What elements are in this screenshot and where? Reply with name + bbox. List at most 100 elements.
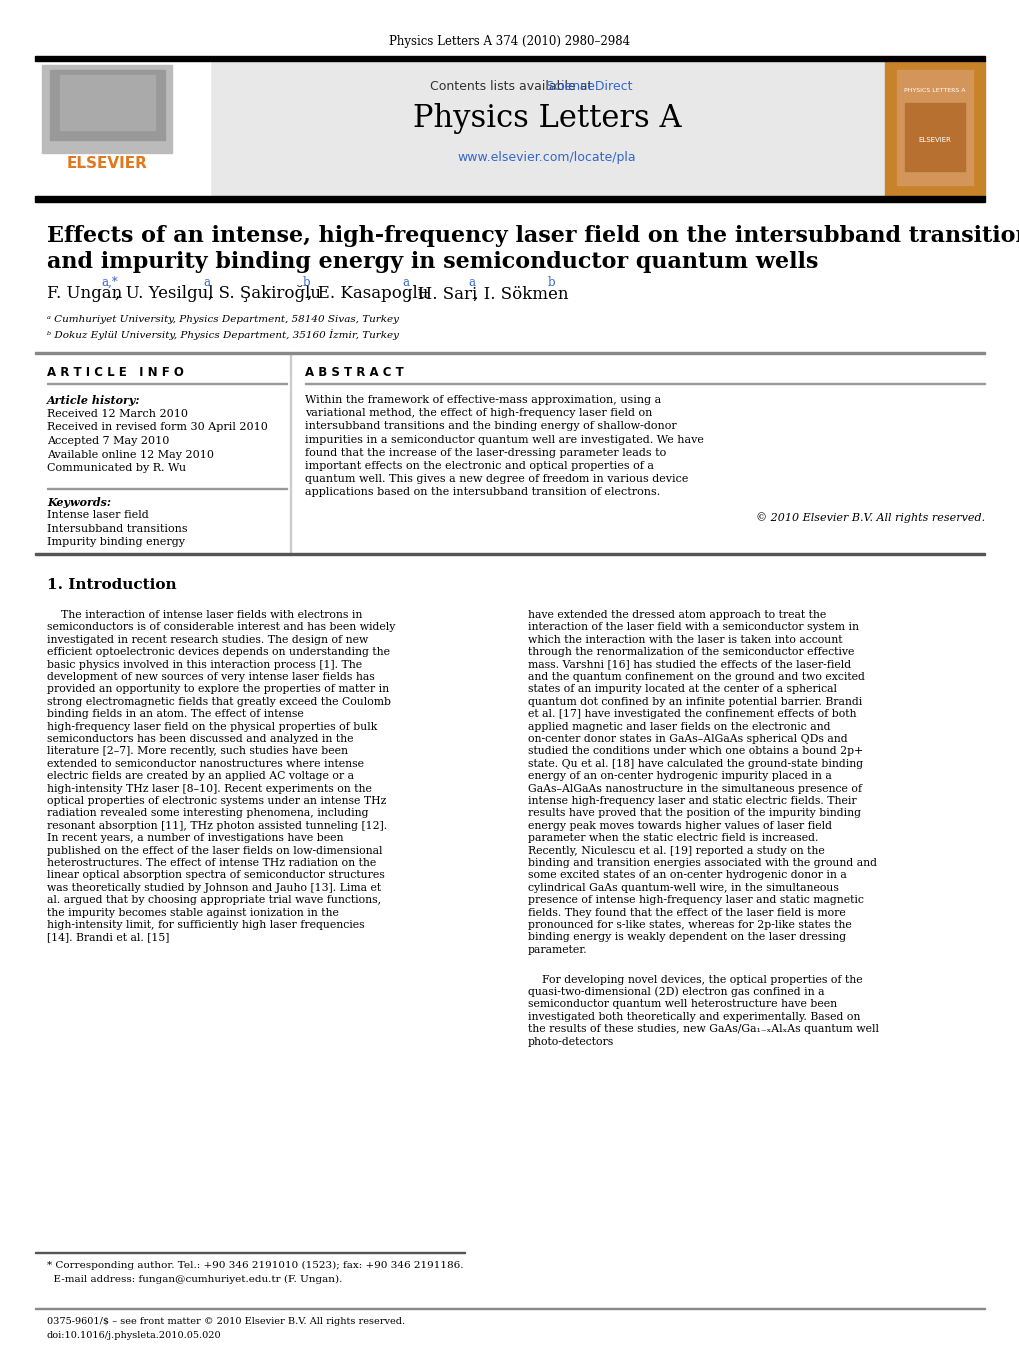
- Text: , S. Şakiroğlu: , S. Şakiroğlu: [208, 285, 321, 303]
- Text: Accepted 7 May 2010: Accepted 7 May 2010: [47, 436, 169, 446]
- Text: high-intensity limit, for sufficiently high laser frequencies: high-intensity limit, for sufficiently h…: [47, 920, 364, 929]
- Text: important effects on the electronic and optical properties of a: important effects on the electronic and …: [305, 461, 653, 471]
- Text: state. Qu et al. [18] have calculated the ground-state binding: state. Qu et al. [18] have calculated th…: [528, 759, 862, 769]
- Bar: [35, 553, 291, 555]
- Text: semiconductor quantum well heterostructure have been: semiconductor quantum well heterostructu…: [528, 1000, 837, 1009]
- Text: optical properties of electronic systems under an intense THz: optical properties of electronic systems…: [47, 796, 386, 807]
- Text: variational method, the effect of high-frequency laser field on: variational method, the effect of high-f…: [305, 408, 652, 419]
- Text: basic physics involved in this interaction process [1]. The: basic physics involved in this interacti…: [47, 659, 362, 670]
- Text: linear optical absorption spectra of semiconductor structures: linear optical absorption spectra of sem…: [47, 870, 384, 881]
- Text: , I. Sökmen: , I. Sökmen: [473, 285, 568, 303]
- Text: studied the conditions under which one obtains a bound 2p+: studied the conditions under which one o…: [528, 746, 862, 757]
- Text: A B S T R A C T: A B S T R A C T: [305, 366, 404, 380]
- Text: www.elsevier.com/locate/pla: www.elsevier.com/locate/pla: [458, 151, 636, 165]
- Text: al. argued that by choosing appropriate trial wave functions,: al. argued that by choosing appropriate …: [47, 896, 381, 905]
- Text: on-center donor states in GaAs–AlGaAs spherical QDs and: on-center donor states in GaAs–AlGaAs sp…: [528, 734, 847, 744]
- Text: Recently, Niculescu et al. [19] reported a study on the: Recently, Niculescu et al. [19] reported…: [528, 846, 824, 855]
- Text: Physics Letters A: Physics Letters A: [413, 103, 681, 134]
- Text: a,*: a,*: [101, 276, 118, 289]
- Text: investigated in recent research studies. The design of new: investigated in recent research studies.…: [47, 635, 368, 644]
- Text: ScienceDirect: ScienceDirect: [430, 80, 632, 92]
- Text: interaction of the laser field with a semiconductor system in: interaction of the laser field with a se…: [528, 623, 858, 632]
- Text: fields. They found that the effect of the laser field is more: fields. They found that the effect of th…: [528, 908, 845, 917]
- Bar: [291, 553, 984, 555]
- Text: Received in revised form 30 April 2010: Received in revised form 30 April 2010: [47, 423, 268, 432]
- Text: intense high-frequency laser and static electric fields. Their: intense high-frequency laser and static …: [528, 796, 856, 807]
- Text: which the interaction with the laser is taken into account: which the interaction with the laser is …: [528, 635, 842, 644]
- Text: binding fields in an atom. The effect of intense: binding fields in an atom. The effect of…: [47, 709, 304, 719]
- Text: Intersubband transitions: Intersubband transitions: [47, 523, 187, 534]
- Text: pronounced for s-like states, whereas for 2p-like states the: pronounced for s-like states, whereas fo…: [528, 920, 851, 929]
- Bar: [60, 76, 155, 130]
- Text: strong electromagnetic fields that greatly exceed the Coulomb: strong electromagnetic fields that great…: [47, 697, 390, 707]
- Text: binding and transition energies associated with the ground and: binding and transition energies associat…: [528, 858, 876, 867]
- Text: , U. Yesilgul: , U. Yesilgul: [115, 285, 213, 303]
- Text: resonant absorption [11], THz photon assisted tunneling [12].: resonant absorption [11], THz photon ass…: [47, 821, 387, 831]
- Text: Keywords:: Keywords:: [47, 497, 111, 508]
- Text: the results of these studies, new GaAs/Ga₁₋ₓAlₓAs quantum well: the results of these studies, new GaAs/G…: [528, 1024, 878, 1035]
- Bar: [904, 103, 964, 172]
- Text: PHYSICS LETTERS A: PHYSICS LETTERS A: [904, 88, 965, 92]
- Text: 0375-9601/$ – see front matter © 2010 Elsevier B.V. All rights reserved.: 0375-9601/$ – see front matter © 2010 El…: [47, 1317, 405, 1327]
- Text: investigated both theoretically and experimentally. Based on: investigated both theoretically and expe…: [528, 1012, 860, 1021]
- Bar: [35, 55, 984, 61]
- Text: parameter when the static electric field is increased.: parameter when the static electric field…: [528, 834, 817, 843]
- Text: doi:10.1016/j.physleta.2010.05.020: doi:10.1016/j.physleta.2010.05.020: [47, 1332, 221, 1340]
- Text: heterostructures. The effect of intense THz radiation on the: heterostructures. The effect of intense …: [47, 858, 376, 867]
- Text: ELSEVIER: ELSEVIER: [918, 136, 951, 143]
- Text: binding energy is weakly dependent on the laser dressing: binding energy is weakly dependent on th…: [528, 932, 846, 943]
- Text: GaAs–AlGaAs nanostructure in the simultaneous presence of: GaAs–AlGaAs nanostructure in the simulta…: [528, 784, 861, 793]
- Text: Available online 12 May 2010: Available online 12 May 2010: [47, 450, 214, 459]
- Text: E-mail address: fungan@cumhuriyet.edu.tr (F. Ungan).: E-mail address: fungan@cumhuriyet.edu.tr…: [47, 1274, 342, 1283]
- Bar: [896, 70, 972, 185]
- Text: * Corresponding author. Tel.: +90 346 2191010 (1523); fax: +90 346 2191186.: * Corresponding author. Tel.: +90 346 21…: [47, 1260, 463, 1270]
- Text: high-frequency laser field on the physical properties of bulk: high-frequency laser field on the physic…: [47, 721, 377, 732]
- Text: a: a: [468, 276, 475, 289]
- Text: In recent years, a number of investigations have been: In recent years, a number of investigati…: [47, 834, 343, 843]
- Text: some excited states of an on-center hydrogenic donor in a: some excited states of an on-center hydr…: [528, 870, 846, 881]
- Text: found that the increase of the laser-dressing parameter leads to: found that the increase of the laser-dre…: [305, 447, 665, 458]
- Text: the impurity becomes stable against ionization in the: the impurity becomes stable against ioni…: [47, 908, 338, 917]
- Text: et al. [17] have investigated the confinement effects of both: et al. [17] have investigated the confin…: [528, 709, 856, 719]
- Text: The interaction of intense laser fields with electrons in: The interaction of intense laser fields …: [47, 611, 362, 620]
- Text: b: b: [547, 276, 554, 289]
- Text: semiconductors is of considerable interest and has been widely: semiconductors is of considerable intere…: [47, 623, 395, 632]
- Text: and impurity binding energy in semiconductor quantum wells: and impurity binding energy in semicondu…: [47, 251, 817, 273]
- Text: energy of an on-center hydrogenic impurity placed in a: energy of an on-center hydrogenic impuri…: [528, 771, 830, 781]
- Text: Impurity binding energy: Impurity binding energy: [47, 536, 184, 547]
- Text: results have proved that the position of the impurity binding: results have proved that the position of…: [528, 808, 860, 819]
- Text: Intense laser field: Intense laser field: [47, 509, 149, 520]
- Text: was theoretically studied by Johnson and Jauho [13]. Lima et: was theoretically studied by Johnson and…: [47, 882, 381, 893]
- Text: ᵇ Dokuz Eylül University, Physics Department, 35160 İzmir, Turkey: ᵇ Dokuz Eylül University, Physics Depart…: [47, 330, 398, 340]
- Text: mass. Varshni [16] has studied the effects of the laser-field: mass. Varshni [16] has studied the effec…: [528, 659, 850, 670]
- Text: high-intensity THz laser [8–10]. Recent experiments on the: high-intensity THz laser [8–10]. Recent …: [47, 784, 372, 793]
- Text: presence of intense high-frequency laser and static magnetic: presence of intense high-frequency laser…: [528, 896, 863, 905]
- Text: ᵃ Cumhuriyet University, Physics Department, 58140 Sivas, Turkey: ᵃ Cumhuriyet University, Physics Departm…: [47, 316, 398, 324]
- Text: quantum dot confined by an infinite potential barrier. Brandi: quantum dot confined by an infinite pote…: [528, 697, 861, 707]
- Text: impurities in a semiconductor quantum well are investigated. We have: impurities in a semiconductor quantum we…: [305, 435, 703, 444]
- Text: states of an impurity located at the center of a spherical: states of an impurity located at the cen…: [528, 685, 837, 694]
- Text: development of new sources of very intense laser fields has: development of new sources of very inten…: [47, 671, 374, 682]
- Text: and the quantum confinement on the ground and two excited: and the quantum confinement on the groun…: [528, 671, 864, 682]
- Text: have extended the dressed atom approach to treat the: have extended the dressed atom approach …: [528, 611, 825, 620]
- Text: Contents lists available at: Contents lists available at: [430, 80, 596, 92]
- Text: For developing novel devices, the optical properties of the: For developing novel devices, the optica…: [528, 974, 862, 985]
- Text: provided an opportunity to explore the properties of matter in: provided an opportunity to explore the p…: [47, 685, 388, 694]
- Text: Received 12 March 2010: Received 12 March 2010: [47, 409, 187, 419]
- Text: parameter.: parameter.: [528, 944, 587, 955]
- Text: photo-detectors: photo-detectors: [528, 1036, 613, 1047]
- Bar: [35, 61, 210, 196]
- Text: published on the effect of the laser fields on low-dimensional: published on the effect of the laser fie…: [47, 846, 382, 855]
- Text: quantum well. This gives a new degree of freedom in various device: quantum well. This gives a new degree of…: [305, 474, 688, 484]
- Text: F. Ungan: F. Ungan: [47, 285, 122, 303]
- Text: through the renormalization of the semiconductor effective: through the renormalization of the semic…: [528, 647, 854, 657]
- Text: a: a: [403, 276, 410, 289]
- Text: extended to semiconductor nanostructures where intense: extended to semiconductor nanostructures…: [47, 759, 364, 769]
- Bar: [35, 353, 984, 354]
- Text: , E. Kasapoglu: , E. Kasapoglu: [307, 285, 428, 303]
- Text: A R T I C L E   I N F O: A R T I C L E I N F O: [47, 366, 183, 380]
- Text: literature [2–7]. More recently, such studies have been: literature [2–7]. More recently, such st…: [47, 746, 347, 757]
- Text: © 2010 Elsevier B.V. All rights reserved.: © 2010 Elsevier B.V. All rights reserved…: [755, 512, 984, 523]
- Text: [14]. Brandi et al. [15]: [14]. Brandi et al. [15]: [47, 932, 169, 943]
- Text: efficient optoelectronic devices depends on understanding the: efficient optoelectronic devices depends…: [47, 647, 389, 657]
